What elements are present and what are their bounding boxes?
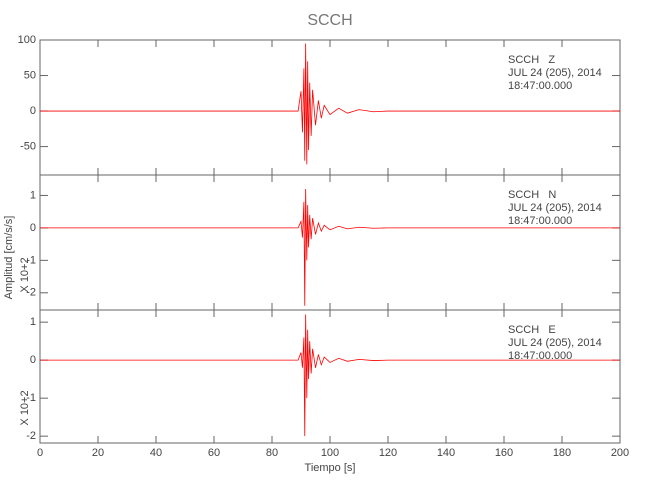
panel-annotation: 18:47:00.000 bbox=[508, 350, 572, 362]
waveform bbox=[40, 43, 620, 165]
scale-note: X 10+2 bbox=[19, 390, 31, 425]
y-tick-label: -2 bbox=[26, 430, 36, 442]
x-tick-label: 160 bbox=[495, 447, 513, 459]
y-tick-label: 0 bbox=[30, 354, 36, 366]
x-tick-label: 100 bbox=[321, 447, 339, 459]
x-tick-label: 120 bbox=[379, 447, 397, 459]
panel-annotation: SCCH N bbox=[508, 189, 556, 201]
x-tick-label: 80 bbox=[266, 447, 278, 459]
y-tick-label: 1 bbox=[30, 316, 36, 328]
y-tick-label: 0 bbox=[30, 105, 36, 117]
x-tick-label: 40 bbox=[150, 447, 162, 459]
y-tick-label: -1 bbox=[26, 392, 36, 404]
x-axis-label: Tiempo [s] bbox=[305, 462, 356, 474]
y-tick-label: 0 bbox=[30, 222, 36, 234]
panel-annotation: JUL 24 (205), 2014 bbox=[508, 202, 602, 214]
y-axis-label: Amplitud [cm/s/s] bbox=[3, 216, 15, 300]
x-tick-label: 0 bbox=[37, 447, 43, 459]
y-tick-label: -1 bbox=[26, 254, 36, 266]
x-tick-label: 140 bbox=[437, 447, 455, 459]
y-tick-label: -2 bbox=[26, 287, 36, 299]
panel-annotation: SCCH E bbox=[508, 324, 556, 336]
waveform bbox=[40, 188, 620, 306]
y-tick-label: 100 bbox=[18, 34, 36, 46]
chart-title: SCCH bbox=[307, 12, 352, 29]
panel-annotation: JUL 24 (205), 2014 bbox=[508, 67, 602, 79]
waveform bbox=[40, 314, 620, 437]
x-tick-label: 200 bbox=[611, 447, 629, 459]
x-tick-label: 180 bbox=[553, 447, 571, 459]
y-tick-label: 1 bbox=[30, 189, 36, 201]
x-tick-label: 20 bbox=[92, 447, 104, 459]
panel-annotation: 18:47:00.000 bbox=[508, 80, 572, 92]
x-tick-label: 60 bbox=[208, 447, 220, 459]
panel-annotation: JUL 24 (205), 2014 bbox=[508, 337, 602, 349]
y-tick-label: 50 bbox=[24, 69, 36, 81]
panel-annotation: SCCH Z bbox=[508, 54, 555, 66]
y-tick-label: -50 bbox=[20, 140, 36, 152]
panel-annotation: 18:47:00.000 bbox=[508, 215, 572, 227]
scale-note: X 10+2 bbox=[19, 257, 31, 292]
